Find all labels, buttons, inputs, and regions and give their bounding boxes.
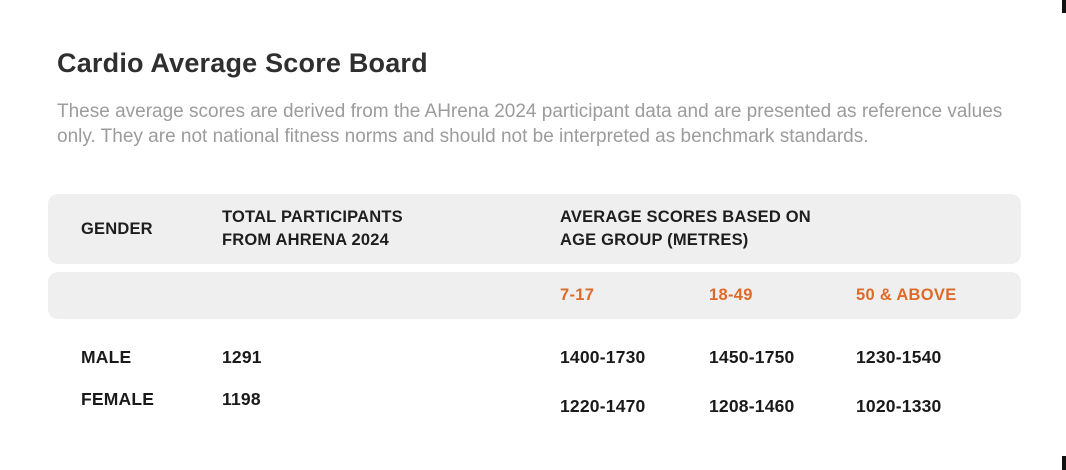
score-cell-7-17: 1220-1470 <box>560 395 646 416</box>
header-cell-participants: TOTAL PARTICIPANTS FROM AHRENA 2024 <box>222 208 403 249</box>
age-group-cell-18-49: 18-49 <box>709 286 753 304</box>
age-group-cell-7-17: 7-17 <box>560 286 595 304</box>
gender-cell: MALE <box>81 346 132 367</box>
score-cell-18-49: 1208-1460 <box>709 395 795 416</box>
table-row-male: MALE 1291 1400-1730 1450-1750 1230-1540 <box>48 335 1021 379</box>
score-cell-50-above: 1020-1330 <box>856 395 942 416</box>
page-title: Cardio Average Score Board <box>57 48 428 78</box>
participants-cell: 1291 <box>222 346 262 367</box>
age-group-header-row: 7-17 18-49 50 & ABOVE <box>48 272 1021 319</box>
gender-cell: FEMALE <box>81 388 155 409</box>
table-row-female: FEMALE 1198 1220-1470 1208-1460 1020-133… <box>48 377 1021 421</box>
score-cell-7-17: 1400-1730 <box>560 346 646 367</box>
header-cell-scores: AVERAGE SCORES BASED ON AGE GROUP (METRE… <box>560 208 811 249</box>
screen-edge-mark-top <box>1062 0 1066 13</box>
screen-edge-mark-bottom <box>1062 456 1066 470</box>
score-cell-50-above: 1230-1540 <box>856 346 942 367</box>
age-group-cell-50-above: 50 & ABOVE <box>856 286 957 304</box>
table-header-row: GENDER TOTAL PARTICIPANTS FROM AHRENA 20… <box>48 194 1021 264</box>
score-cell-18-49: 1450-1750 <box>709 346 795 367</box>
participants-cell: 1198 <box>222 388 261 409</box>
header-cell-gender: GENDER <box>81 219 153 238</box>
page-description: These average scores are derived from th… <box>57 101 1003 147</box>
